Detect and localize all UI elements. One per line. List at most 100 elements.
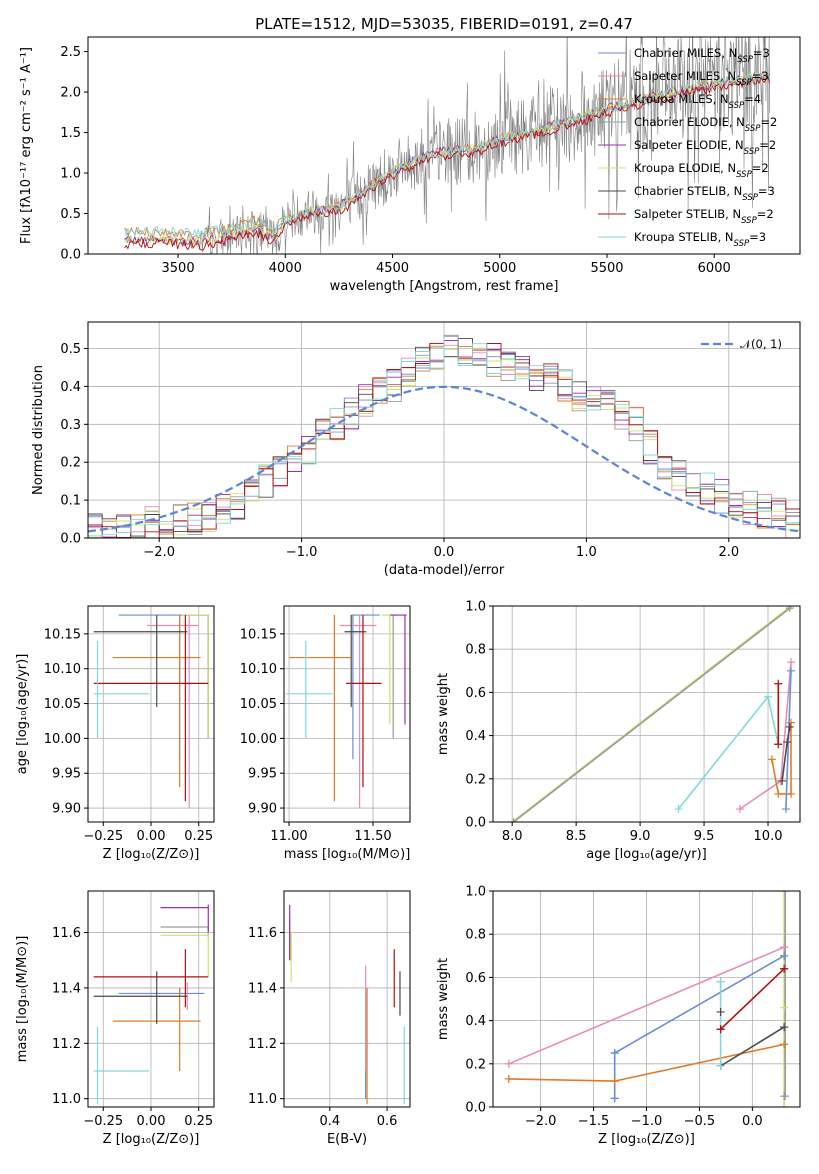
y-tick-label: 1.5 bbox=[60, 126, 81, 141]
legend-suffix: =2 bbox=[757, 207, 774, 221]
legend-sub: SSP bbox=[742, 193, 758, 203]
errorbar-point bbox=[285, 640, 333, 739]
errorbar-point bbox=[93, 615, 209, 802]
y-tick-label: 10.10 bbox=[44, 662, 81, 677]
x-tick-label: 0.25 bbox=[184, 829, 213, 844]
weight-point-marker bbox=[774, 679, 783, 688]
errorbar-point bbox=[93, 971, 188, 1024]
legend-suffix: =3 bbox=[753, 46, 770, 60]
weight-point-marker bbox=[504, 1074, 513, 1083]
x-axis-label: Z [log₁₀(Z/Z⊙)] bbox=[598, 1132, 695, 1147]
weight-point-marker bbox=[781, 805, 790, 814]
y-tick-label: 11.4 bbox=[52, 981, 81, 996]
axes-frame bbox=[87, 36, 801, 255]
errorbar-point bbox=[346, 615, 382, 788]
legend-sub: SSP bbox=[729, 101, 745, 111]
axes-frame bbox=[492, 605, 801, 823]
x-tick-label: 11.00 bbox=[270, 829, 307, 844]
y-tick-label: 0.4 bbox=[465, 1014, 486, 1029]
mass-vs-EBV-panel: 0.4 0.6 11.0 11.2 11.4 11.6 E(B-V) bbox=[248, 890, 411, 1147]
y-tick-label: 0.0 bbox=[465, 1101, 486, 1116]
legend-suffix: =3 bbox=[758, 184, 775, 198]
y-tick-label: 11.0 bbox=[52, 1092, 81, 1107]
errorbar-point bbox=[93, 1026, 150, 1105]
y-tick-label: 9.95 bbox=[52, 767, 81, 782]
y-axis-label: age [log₁₀(age/yr)] bbox=[15, 654, 30, 775]
chart-title: PLATE=1512, MJD=53035, FIBERID=0191, z=0… bbox=[255, 15, 633, 33]
legend-sub: SSP bbox=[737, 55, 753, 65]
x-tick-label: 4500 bbox=[376, 261, 409, 276]
legend-entry: Kroupa STELIB, NSSP=3 bbox=[634, 230, 766, 249]
y-tick-label: 10.10 bbox=[240, 662, 277, 677]
errorbar-point bbox=[93, 640, 150, 739]
x-tick-label: −0.25 bbox=[83, 1114, 123, 1129]
weight-point-marker bbox=[610, 1049, 619, 1057]
y-tick-label: 1.0 bbox=[465, 600, 486, 615]
weight-point-marker bbox=[780, 891, 789, 895]
legend-suffix: =4 bbox=[744, 92, 761, 106]
y-tick-label: 0.6 bbox=[465, 686, 486, 701]
legend-entry: Salpeter ELODIE, NSSP=2 bbox=[634, 138, 776, 157]
weight-point-marker bbox=[774, 789, 783, 798]
plot-area bbox=[285, 614, 407, 809]
y-tick-label: 10.05 bbox=[240, 697, 277, 712]
legend-entry: 𝒩(0, 1) bbox=[740, 337, 782, 351]
x-tick-label: −2.0 bbox=[525, 1114, 557, 1129]
errorbar-point bbox=[118, 987, 205, 997]
x-tick-label: 5500 bbox=[590, 261, 623, 276]
x-tick-label: 0.6 bbox=[377, 1114, 398, 1129]
weight-point-marker bbox=[780, 964, 789, 973]
x-tick-label: 9.5 bbox=[694, 829, 715, 844]
legend-entry: Chabrier STELIB, NSSP=3 bbox=[634, 184, 775, 203]
x-tick-label: 0.0 bbox=[742, 1114, 763, 1129]
y-tick-label: 0.0 bbox=[60, 248, 81, 263]
plot-area bbox=[93, 614, 209, 809]
legend: 𝒩(0, 1) bbox=[701, 337, 782, 351]
y-tick-label: 0.8 bbox=[465, 643, 486, 658]
weight-point-marker bbox=[780, 1103, 789, 1107]
legend-label: Kroupa ELODIE, N bbox=[634, 161, 736, 175]
y-tick-label: 10.00 bbox=[240, 732, 277, 747]
y-tick-label: 0.5 bbox=[60, 342, 81, 357]
y-axis-label: mass weight bbox=[436, 673, 451, 755]
legend-sub: SSP bbox=[734, 239, 750, 249]
x-tick-label: −1.0 bbox=[631, 1114, 663, 1129]
normal-curve bbox=[88, 385, 800, 533]
plot-area bbox=[508, 606, 796, 822]
legend-label: Kroupa STELIB, N bbox=[634, 230, 734, 244]
y-tick-label: 10.00 bbox=[44, 732, 81, 747]
y-axis-label: Flux [fλ10⁻¹⁷ erg cm⁻² s⁻¹ A⁻¹] bbox=[19, 47, 34, 244]
weight-point-marker bbox=[504, 1059, 513, 1068]
x-tick-label: 6000 bbox=[698, 261, 731, 276]
weight-point-marker bbox=[781, 891, 790, 895]
weight-point-marker bbox=[778, 776, 787, 785]
weight-series-line bbox=[511, 606, 792, 822]
errorbar-point bbox=[118, 614, 186, 760]
mass-vs-Z-panel: −0.25 0.00 0.25 11.0 11.2 11.4 11.6 Z [log₁₀(Z/… bbox=[15, 890, 215, 1147]
y-tick-label: 9.90 bbox=[248, 802, 277, 817]
weight-point-marker bbox=[716, 1061, 725, 1070]
x-tick-label: 0.4 bbox=[319, 1114, 340, 1129]
y-tick-label: 0.4 bbox=[465, 729, 486, 744]
legend-suffix: =2 bbox=[760, 115, 777, 129]
weight-point-marker bbox=[787, 658, 796, 667]
y-tick-label: 2.5 bbox=[60, 45, 81, 60]
errorbar-point bbox=[389, 614, 407, 725]
y-tick-label: 11.2 bbox=[248, 1037, 277, 1052]
y-tick-label: 0.5 bbox=[60, 207, 81, 222]
axes-frame bbox=[87, 605, 215, 823]
y-tick-label: 11.6 bbox=[52, 926, 81, 941]
weight-point-marker bbox=[610, 1077, 619, 1086]
weight-point-marker bbox=[716, 977, 725, 986]
plot-area bbox=[289, 904, 405, 1105]
weight-point-marker bbox=[785, 606, 794, 613]
plot-area bbox=[504, 891, 790, 1107]
weight-series-line bbox=[513, 607, 791, 822]
axes-frame bbox=[87, 890, 215, 1108]
x-tick-label: 10.0 bbox=[754, 829, 783, 844]
weight-series-line bbox=[720, 968, 785, 1030]
weight-series-line bbox=[771, 722, 792, 795]
legend-label: Chabrier ELODIE, N bbox=[634, 115, 745, 129]
y-tick-label: 11.0 bbox=[248, 1092, 277, 1107]
y-tick-label: 0.0 bbox=[465, 816, 486, 831]
